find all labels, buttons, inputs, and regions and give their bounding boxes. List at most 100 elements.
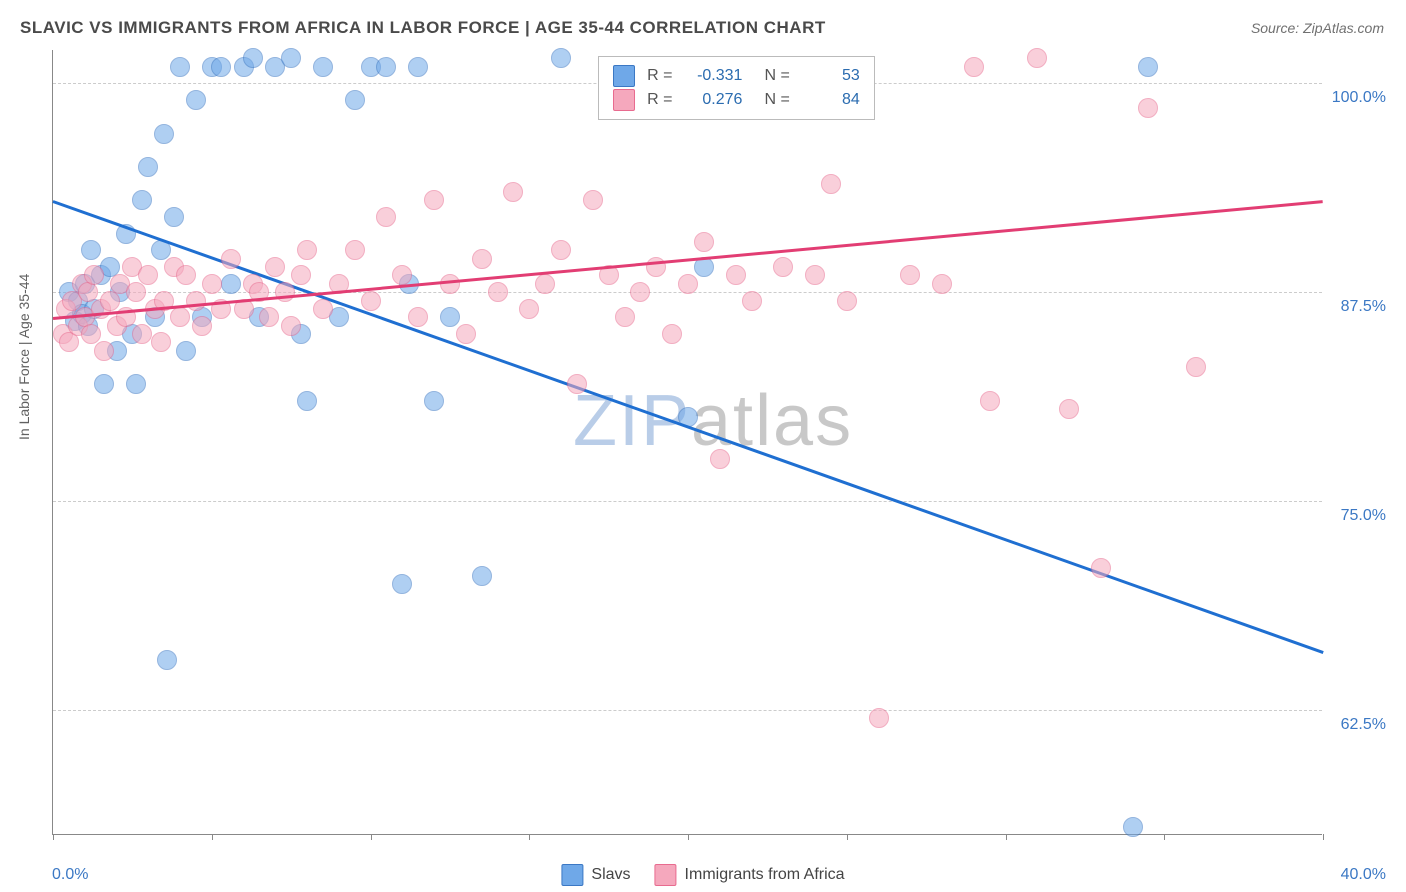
data-point xyxy=(186,90,206,110)
data-point xyxy=(567,374,587,394)
data-point xyxy=(345,240,365,260)
data-point xyxy=(1123,817,1143,837)
data-point xyxy=(361,291,381,311)
data-point xyxy=(138,265,158,285)
data-point xyxy=(243,48,263,68)
data-point xyxy=(265,257,285,277)
r-value: -0.331 xyxy=(682,67,742,85)
data-point xyxy=(742,291,762,311)
legend-swatch-pink xyxy=(655,864,677,886)
data-point xyxy=(392,265,412,285)
data-point xyxy=(535,274,555,294)
data-point xyxy=(408,307,428,327)
data-point xyxy=(726,265,746,285)
legend-label-africa: Immigrants from Africa xyxy=(685,866,845,884)
data-point xyxy=(297,391,317,411)
data-point xyxy=(583,190,603,210)
data-point xyxy=(176,265,196,285)
data-point xyxy=(275,282,295,302)
r-label: R = xyxy=(647,67,672,85)
data-point xyxy=(126,374,146,394)
data-point xyxy=(503,182,523,202)
y-axis-label: In Labor Force | Age 35-44 xyxy=(16,274,32,440)
data-point xyxy=(488,282,508,302)
data-point xyxy=(221,249,241,269)
data-point xyxy=(440,307,460,327)
plot-area: ZIPatlas xyxy=(52,50,1322,835)
r-value: 0.276 xyxy=(682,91,742,109)
data-point xyxy=(710,449,730,469)
trend-line xyxy=(53,200,1323,319)
r-label: R = xyxy=(647,91,672,109)
stats-row: R = 0.276 N = 84 xyxy=(613,89,860,111)
data-point xyxy=(1138,98,1158,118)
data-point xyxy=(519,299,539,319)
watermark: ZIPatlas xyxy=(573,380,853,462)
n-label: N = xyxy=(764,67,789,85)
data-point xyxy=(551,48,571,68)
n-value: 84 xyxy=(800,91,860,109)
data-point xyxy=(424,391,444,411)
data-point xyxy=(678,274,698,294)
x-tick xyxy=(212,834,213,840)
data-point xyxy=(170,57,190,77)
data-point xyxy=(132,324,152,344)
gridline-h xyxy=(53,501,1322,502)
data-point xyxy=(259,307,279,327)
data-point xyxy=(472,249,492,269)
data-point xyxy=(1059,399,1079,419)
stats-row: R = -0.331 N = 53 xyxy=(613,65,860,87)
data-point xyxy=(211,57,231,77)
data-point xyxy=(126,282,146,302)
data-point xyxy=(869,708,889,728)
data-point xyxy=(773,257,793,277)
data-point xyxy=(186,291,206,311)
data-point xyxy=(662,324,682,344)
source-attribution: Source: ZipAtlas.com xyxy=(1251,20,1384,36)
data-point xyxy=(980,391,1000,411)
data-point xyxy=(94,341,114,361)
data-point xyxy=(1091,558,1111,578)
x-tick xyxy=(53,834,54,840)
data-point xyxy=(837,291,857,311)
data-point xyxy=(424,190,444,210)
data-point xyxy=(1138,57,1158,77)
x-tick xyxy=(529,834,530,840)
x-tick xyxy=(847,834,848,840)
data-point xyxy=(313,57,333,77)
data-point xyxy=(408,57,428,77)
x-tick xyxy=(1164,834,1165,840)
data-point xyxy=(821,174,841,194)
data-point xyxy=(392,574,412,594)
legend-swatch-blue xyxy=(561,864,583,886)
trend-line xyxy=(53,200,1324,653)
legend-item-africa: Immigrants from Africa xyxy=(655,864,845,886)
legend-swatch xyxy=(613,65,635,87)
data-point xyxy=(81,240,101,260)
data-point xyxy=(281,48,301,68)
data-point xyxy=(694,232,714,252)
data-point xyxy=(176,341,196,361)
data-point xyxy=(900,265,920,285)
n-label: N = xyxy=(764,91,789,109)
data-point xyxy=(154,124,174,144)
legend-bottom: Slavs Immigrants from Africa xyxy=(561,864,844,886)
n-value: 53 xyxy=(800,67,860,85)
data-point xyxy=(151,332,171,352)
stats-legend: R = -0.331 N = 53 R = 0.276 N = 84 xyxy=(598,56,875,120)
legend-label-slavs: Slavs xyxy=(591,866,630,884)
data-point xyxy=(192,316,212,336)
legend-item-slavs: Slavs xyxy=(561,864,630,886)
data-point xyxy=(291,265,311,285)
data-point xyxy=(551,240,571,260)
legend-swatch xyxy=(613,89,635,111)
data-point xyxy=(376,207,396,227)
x-tick-label: 40.0% xyxy=(1341,866,1386,884)
data-point xyxy=(138,157,158,177)
data-point xyxy=(84,265,104,285)
data-point xyxy=(456,324,476,344)
data-point xyxy=(1027,48,1047,68)
x-tick-label: 0.0% xyxy=(52,866,88,884)
data-point xyxy=(630,282,650,302)
x-tick xyxy=(688,834,689,840)
